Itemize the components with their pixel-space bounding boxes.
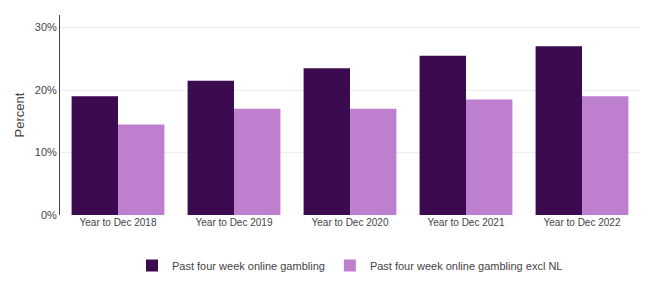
svg-text:Year to Dec 2022: Year to Dec 2022 <box>544 217 621 228</box>
svg-text:20%: 20% <box>35 84 57 96</box>
svg-text:0%: 0% <box>41 209 57 221</box>
svg-text:10%: 10% <box>35 146 57 158</box>
svg-text:Year to Dec 2018: Year to Dec 2018 <box>80 217 157 228</box>
svg-text:Percent: Percent <box>12 92 27 137</box>
svg-text:Past four week online gambling: Past four week online gambling excl NL <box>370 260 563 272</box>
svg-text:Past four week online gambling: Past four week online gambling <box>172 260 325 272</box>
svg-text:Year to Dec 2019: Year to Dec 2019 <box>196 217 273 228</box>
svg-text:30%: 30% <box>35 21 57 33</box>
svg-text:Year to Dec 2021: Year to Dec 2021 <box>428 217 505 228</box>
svg-text:Year to Dec 2020: Year to Dec 2020 <box>312 217 389 228</box>
